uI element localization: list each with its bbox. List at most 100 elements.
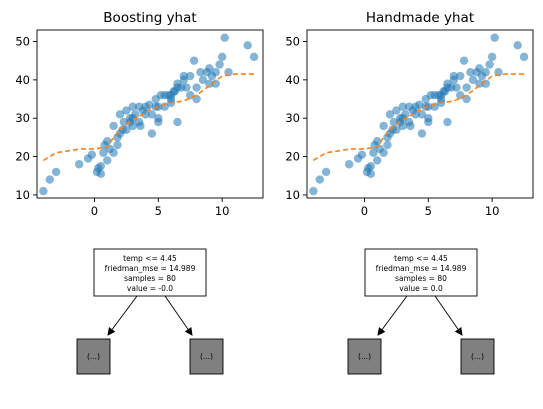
scatter-point (383, 133, 392, 142)
scatter-point (459, 56, 469, 65)
tree-root-line: temp <= 4.45 (394, 254, 448, 263)
prediction-line (42, 73, 255, 162)
scatter-point (224, 67, 233, 77)
tree-handmade: temp <= 4.45 friedman_mse = 14.989 sampl… (347, 248, 495, 375)
scatter-point (113, 133, 122, 142)
scatter-point (118, 125, 127, 134)
scatter-point (122, 106, 131, 115)
scatter-point (182, 83, 191, 92)
x-tick-label: 5 (155, 204, 162, 218)
scatter-point (485, 60, 494, 69)
scatter-point (449, 71, 459, 81)
scatter-point (128, 114, 137, 123)
scatter-point (192, 83, 201, 92)
scatter-point (205, 64, 214, 73)
scatter-point (99, 148, 108, 157)
scatter-point (186, 71, 195, 81)
scatter-point (103, 156, 112, 165)
chart-handmade: Handmade yhat 0 5 10 10 20 30 40 50 (285, 10, 534, 218)
x-tick-label: 0 (91, 204, 98, 218)
tree-root-line: friedman_mse = 14.989 (105, 264, 196, 273)
tree-root-line: value = -0.0 (127, 284, 173, 293)
tree-leaf-left-label: (...) (358, 352, 371, 361)
y-tick-label: 20 (15, 150, 30, 164)
scatter-point (490, 33, 499, 42)
scatter-point (487, 52, 497, 62)
scatter-point (481, 67, 490, 77)
scatter-point (379, 148, 388, 157)
tree-leaf-right-label: (...) (200, 352, 213, 361)
scatter-point (136, 121, 145, 131)
scatter-point (357, 150, 367, 159)
scatter-point (147, 129, 157, 138)
scatter-point (215, 60, 224, 69)
scatter-point (147, 110, 157, 119)
scatter-point (92, 167, 102, 177)
scatter-point (398, 102, 407, 111)
scatter-point (475, 64, 484, 73)
tree-edge-right (434, 295, 463, 336)
scatter-point (173, 117, 182, 127)
scatter-point (466, 67, 475, 77)
scatter-point (74, 160, 84, 169)
tree-leaf-left (76, 338, 111, 375)
scatter-point (109, 121, 118, 131)
scatter-point (145, 100, 154, 109)
scatter-point (189, 56, 199, 65)
scatter-point (475, 79, 484, 88)
y-tick-label: 10 (285, 188, 300, 202)
scatter-point (494, 67, 503, 77)
scatter-point (217, 52, 227, 62)
scatter-point (468, 75, 478, 85)
scatter-point (440, 87, 450, 96)
y-tick-label: 30 (285, 111, 300, 125)
tree-root-line: samples = 80 (124, 274, 176, 283)
scatter-point (519, 52, 529, 62)
scatter-point (513, 41, 522, 50)
tree-root-node (364, 248, 478, 297)
y-tick-label: 50 (15, 35, 30, 49)
y-tick-label: 20 (285, 150, 300, 164)
scatter-point (243, 41, 252, 50)
scatter-point (383, 140, 392, 150)
tree-edge-left (107, 295, 138, 336)
scatter-point (417, 110, 427, 119)
y-tick-label: 30 (15, 111, 30, 125)
prediction-line (312, 73, 525, 162)
axis-ticks: 0 5 10 10 20 30 40 50 (285, 35, 499, 218)
scatter-point (379, 121, 388, 131)
scatter-point (309, 186, 318, 196)
tree-leaf-left-label: (...) (87, 352, 100, 361)
scatter-point (430, 91, 439, 100)
x-tick-label: 5 (425, 204, 432, 218)
scatter-point (154, 114, 163, 123)
scatter-point (373, 156, 382, 165)
axis-ticks: 0 5 10 10 20 30 40 50 (15, 35, 229, 218)
plot-frame (36, 29, 264, 199)
chart-title: Boosting yhat (103, 10, 196, 26)
scatter-point (315, 175, 324, 184)
scatter-point (321, 167, 331, 177)
y-tick-label: 40 (15, 73, 30, 87)
scatter-point (205, 79, 214, 88)
scatter-point (109, 148, 118, 157)
tree-root-node (93, 248, 207, 297)
y-tick-label: 40 (285, 73, 300, 87)
plot-frame (306, 29, 534, 199)
chart-marks (39, 33, 259, 196)
tree-leaf-right-label: (...) (471, 352, 484, 361)
tree-root-line: temp <= 4.45 (123, 254, 177, 263)
x-tick-label: 10 (485, 204, 500, 218)
scatter-point (415, 100, 424, 109)
scatter-point (424, 114, 433, 123)
scatter-point (160, 91, 169, 100)
chart-marks (309, 33, 529, 196)
scatter-point (211, 67, 220, 77)
scatter-point (417, 129, 427, 138)
tree-boosting: temp <= 4.45 friedman_mse = 14.989 sampl… (76, 248, 224, 375)
tree-leaf-right (189, 338, 224, 375)
scatter-point (411, 110, 420, 119)
tree-root-line: friedman_mse = 14.989 (376, 264, 467, 273)
tree-edge-right (164, 295, 193, 336)
